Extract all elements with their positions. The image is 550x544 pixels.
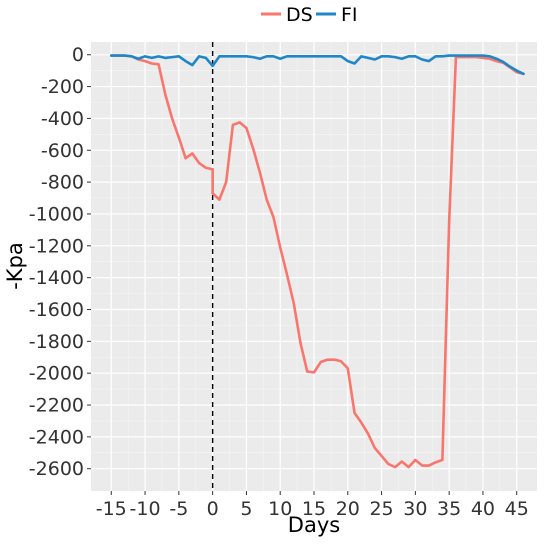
x-tick-label: 45 xyxy=(505,498,529,520)
y-tick-label: -600 xyxy=(41,140,84,162)
x-axis: -15 -10 -5 0 5 10 15 20 25 30 35 40 45 xyxy=(96,491,529,520)
y-axis-title: -Kpa xyxy=(3,242,27,290)
x-tick-label: 15 xyxy=(302,498,326,520)
x-tick-label: 30 xyxy=(403,498,427,520)
y-tick-label: -2000 xyxy=(29,363,84,385)
x-axis-title: Days xyxy=(288,513,340,537)
y-tick-label: -800 xyxy=(41,172,84,194)
series-line-fi xyxy=(109,54,525,76)
x-tick-label: -5 xyxy=(169,498,188,520)
y-tick-label: -400 xyxy=(41,108,84,130)
series-line-ds xyxy=(109,54,525,469)
y-tick-label: 0 xyxy=(72,44,84,66)
x-tick-label: 35 xyxy=(437,498,461,520)
y-tick-label: -1400 xyxy=(29,267,84,289)
series-layer xyxy=(109,42,525,491)
y-tick-label: -2400 xyxy=(29,426,84,448)
y-axis: 0 -200 -400 -600 -800 -1000 -1200 -1400 -1600 -18… xyxy=(29,44,91,480)
y-tick-label: -2200 xyxy=(29,395,84,417)
legend-label-fi: FI xyxy=(341,4,358,26)
y-tick-label: -1000 xyxy=(29,203,84,225)
y-tick-label: -1600 xyxy=(29,299,84,321)
y-tick-label: -2600 xyxy=(29,458,84,480)
x-tick-label: 40 xyxy=(471,498,495,520)
y-tick-label: -200 xyxy=(41,76,84,98)
x-tick-label: -15 xyxy=(96,498,127,520)
legend: DS FI xyxy=(261,4,358,26)
grid xyxy=(91,42,537,491)
x-tick-label: 25 xyxy=(369,498,393,520)
y-tick-label: -1800 xyxy=(29,331,84,353)
y-tick-label: -1200 xyxy=(29,235,84,257)
legend-label-ds: DS xyxy=(286,4,313,26)
x-tick-label: 20 xyxy=(336,498,360,520)
x-tick-label: 0 xyxy=(207,498,219,520)
x-tick-label: 5 xyxy=(240,498,252,520)
x-tick-label: 10 xyxy=(268,498,292,520)
x-tick-label: -10 xyxy=(130,498,161,520)
